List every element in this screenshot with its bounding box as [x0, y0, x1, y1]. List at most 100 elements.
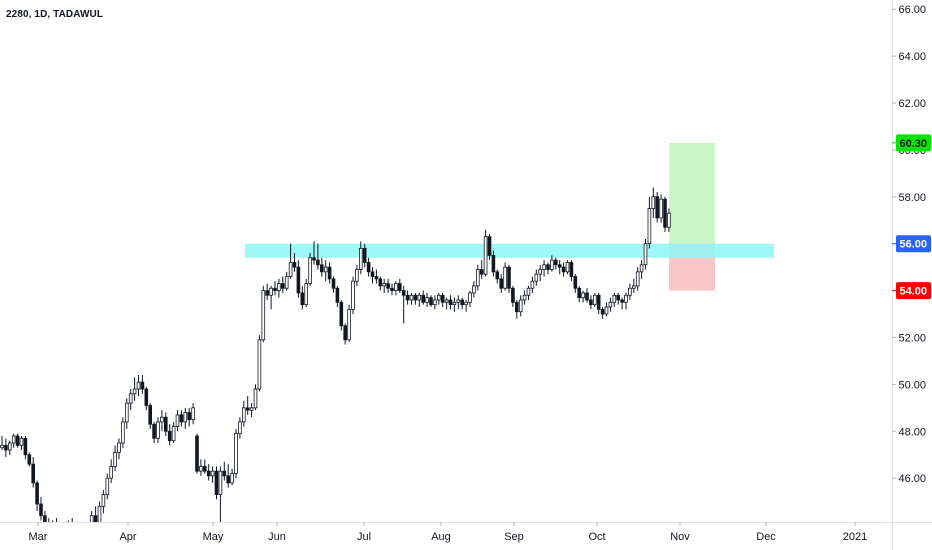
- candle: [655, 192, 659, 223]
- candle: [56, 518, 58, 522]
- candle-body: [83, 539, 86, 541]
- candle-body: [11, 435, 16, 444]
- candle-body: [156, 421, 160, 439]
- candle-body: [542, 264, 546, 270]
- candle: [522, 290, 527, 305]
- candle-body: [409, 294, 414, 301]
- candle-body: [199, 466, 203, 472]
- candle: [335, 285, 340, 308]
- candle: [409, 292, 414, 305]
- candle: [23, 435, 28, 460]
- candle: [362, 243, 367, 268]
- candle-body: [429, 297, 433, 306]
- candle: [565, 260, 570, 275]
- candle-body: [234, 433, 238, 474]
- y-tick-label: 62.00: [898, 98, 926, 110]
- candle: [401, 285, 406, 324]
- candle-body: [604, 306, 609, 315]
- candle: [483, 229, 488, 277]
- candle: [4, 438, 8, 458]
- zone-rect[interactable]: [245, 243, 774, 258]
- candle: [518, 295, 523, 317]
- candle-body: [565, 262, 570, 273]
- candle-body: [448, 299, 453, 306]
- candle-body: [647, 208, 652, 245]
- candle: [63, 530, 66, 549]
- candle-body: [183, 412, 188, 423]
- candle-body: [284, 276, 289, 289]
- candle: [152, 421, 156, 444]
- candle: [366, 257, 371, 277]
- candle-body: [378, 278, 383, 287]
- profit-zone: [669, 142, 715, 244]
- candle: [659, 194, 663, 223]
- candle: [624, 292, 628, 310]
- candle: [386, 278, 390, 293]
- candle-body: [152, 423, 156, 439]
- resistance-zone[interactable]: [245, 243, 774, 258]
- candle: [156, 417, 160, 444]
- candle: [71, 518, 73, 522]
- candle-body: [534, 273, 539, 282]
- candle: [355, 264, 359, 286]
- candle-body: [444, 299, 449, 303]
- price-tag-box: [896, 282, 931, 300]
- candle-body: [7, 442, 12, 451]
- candle-body: [0, 444, 4, 449]
- candle-body: [331, 278, 336, 289]
- candle: [596, 292, 601, 315]
- candle: [238, 417, 242, 439]
- candle-body: [128, 393, 133, 404]
- candle-body: [292, 262, 297, 268]
- x-tick-label: Mar: [29, 531, 48, 543]
- candle-body: [63, 532, 66, 539]
- candle-body: [651, 196, 656, 209]
- candle-body: [93, 515, 98, 522]
- candle: [468, 290, 472, 308]
- candle: [491, 250, 496, 277]
- candle-body: [347, 308, 351, 341]
- candle: [608, 297, 613, 312]
- candle-body: [362, 247, 367, 263]
- x-tick-label: Jun: [268, 531, 286, 543]
- candle: [226, 464, 231, 488]
- candle-body: [67, 525, 70, 532]
- candle: [79, 534, 82, 550]
- candle-body: [51, 523, 54, 535]
- candle: [39, 496, 43, 521]
- candle: [241, 400, 246, 427]
- candle-body: [312, 257, 316, 261]
- candle: [612, 292, 617, 308]
- candle-body: [277, 283, 281, 291]
- candle-body: [59, 530, 62, 539]
- candle-body: [179, 414, 184, 423]
- candle-body: [643, 243, 648, 266]
- candle: [390, 283, 394, 296]
- candle-body: [440, 294, 445, 303]
- candle-body: [659, 198, 663, 219]
- candle: [113, 445, 117, 472]
- candle-body: [43, 515, 47, 522]
- candle: [109, 459, 114, 483]
- candle: [187, 407, 192, 427]
- candle-body: [19, 437, 24, 446]
- candle-body: [75, 537, 78, 544]
- candle-body: [628, 287, 632, 296]
- candle-body: [171, 426, 176, 442]
- candle-body: [238, 421, 242, 435]
- candle-body: [323, 266, 328, 273]
- candle-body: [39, 503, 43, 517]
- candle: [51, 520, 54, 535]
- candle-body: [616, 294, 620, 301]
- candle: [308, 253, 312, 286]
- position-tool[interactable]: [669, 142, 715, 291]
- candle: [647, 196, 652, 249]
- candle: [280, 276, 285, 293]
- candle-body: [667, 212, 671, 228]
- y-tick-label: 64.00: [898, 51, 926, 63]
- candle-body: [31, 463, 35, 484]
- candle-body: [401, 290, 406, 296]
- candle-body: [269, 287, 273, 296]
